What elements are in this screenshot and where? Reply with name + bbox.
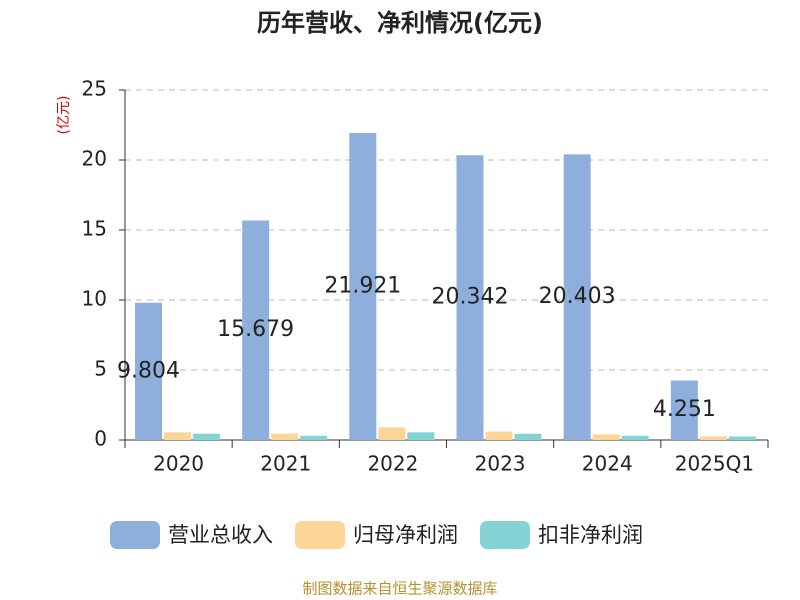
y-tick-label: 25: [82, 77, 107, 101]
x-tick-label: 2022: [367, 452, 418, 476]
bar: [407, 432, 435, 440]
legend-label: 营业总收入: [168, 523, 273, 547]
bar: [670, 380, 698, 440]
bar: [300, 435, 328, 440]
x-tick-label: 2020: [153, 452, 204, 476]
bar: [621, 435, 649, 440]
bar: [271, 433, 299, 440]
bar: [456, 155, 484, 440]
x-tick-label: 2025Q1: [675, 452, 754, 476]
value-label: 15.679: [217, 317, 294, 342]
y-tick-label: 15: [82, 217, 107, 241]
bar: [135, 302, 162, 440]
legend-label: 归母净利润: [353, 523, 458, 547]
x-tick-label: 2024: [582, 452, 633, 476]
y-tick-label: 10: [82, 287, 107, 311]
legend-swatch: [480, 521, 530, 549]
bar: [164, 432, 191, 440]
chart-title: 历年营收、净利情况(亿元): [257, 9, 543, 37]
bar: [699, 436, 727, 440]
bar: [193, 433, 220, 440]
bar: [349, 133, 377, 440]
value-label: 21.921: [324, 274, 401, 299]
legend-label: 扣非净利润: [538, 523, 643, 547]
y-tick-label: 20: [82, 147, 107, 171]
x-tick-label: 2023: [475, 452, 526, 476]
legend-swatch: [295, 521, 345, 549]
y-tick-label: 5: [94, 357, 107, 381]
value-label: 9.804: [117, 358, 180, 383]
x-tick-label: 2021: [260, 452, 311, 476]
y-axis-label: (亿元): [56, 96, 72, 135]
bar: [514, 433, 542, 440]
value-label: 4.251: [653, 397, 716, 422]
bar: [592, 434, 620, 440]
bar: [378, 427, 406, 440]
footer: 制图数据来自恒生聚源数据库: [302, 580, 497, 598]
bar: [563, 154, 591, 440]
legend-swatch: [110, 521, 160, 549]
value-label: 20.403: [539, 284, 616, 309]
bar: [485, 431, 513, 440]
bar: [728, 436, 756, 440]
bar: [242, 220, 270, 440]
y-tick-label: 0: [94, 427, 107, 451]
value-label: 20.342: [432, 285, 509, 310]
